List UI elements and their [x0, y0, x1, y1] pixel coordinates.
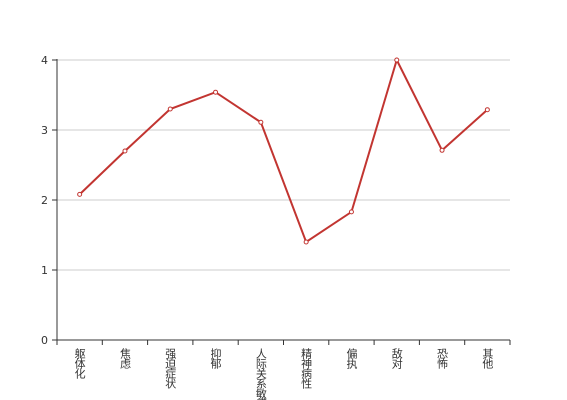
point — [258, 119, 264, 125]
point — [77, 191, 83, 197]
x-tick-label: 焦虑 — [118, 348, 131, 369]
point — [303, 239, 309, 245]
line — [78, 57, 489, 244]
y-tick-label: 1 — [41, 264, 48, 277]
x-tick-label: 偏执 — [345, 347, 358, 370]
y-tick-label: 3 — [41, 124, 48, 137]
point — [213, 89, 219, 95]
x-tick-label: 抑郁 — [209, 347, 222, 369]
point — [167, 106, 173, 112]
x-tick-label: 强迫症状 — [164, 348, 177, 389]
point — [439, 147, 445, 153]
point — [394, 57, 400, 63]
point — [122, 148, 128, 154]
point — [348, 209, 354, 215]
x-tick-label: 敌对 — [390, 347, 403, 369]
y-tick-label: 0 — [41, 334, 48, 347]
x-tick-label: 恐怖 — [436, 348, 449, 369]
x-tick-label: 其他 — [481, 348, 494, 369]
y-tick-label: 2 — [41, 194, 48, 207]
y-tick-label: 4 — [41, 54, 48, 67]
x-tick-label: 精神病性 — [300, 348, 313, 390]
point — [484, 107, 490, 113]
x-tick-label: 人际关系敏感 — [254, 348, 267, 400]
x-tick-label: 躯体化 — [73, 348, 86, 380]
